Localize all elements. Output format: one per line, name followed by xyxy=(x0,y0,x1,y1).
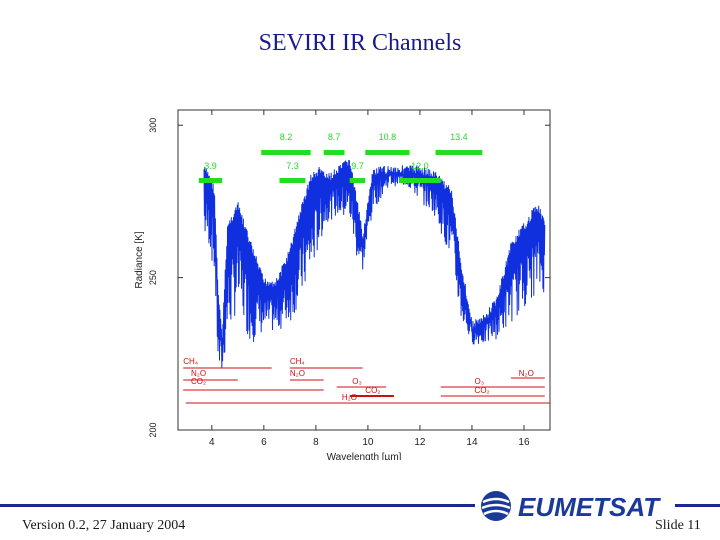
x-tick-label-6: 6 xyxy=(261,437,267,448)
channel-label-8.7: 8.7 xyxy=(328,132,341,142)
channel-bar-7.3 xyxy=(279,178,306,183)
y-tick-label-250: 250 xyxy=(148,270,158,285)
channel-label-3.9: 3.9 xyxy=(204,161,217,171)
spectrum-line xyxy=(203,159,546,369)
absorber-label-0: CH₄ xyxy=(183,357,198,366)
channel-label-12.0: 12.0 xyxy=(411,161,429,171)
eumetsat-logo-text: EUMETSAT xyxy=(518,492,660,522)
x-tick-label-4: 4 xyxy=(209,437,215,448)
absorber-label-4: N₂O xyxy=(290,369,305,378)
eumetsat-globe-icon xyxy=(481,491,511,521)
channel-bar-8.2 xyxy=(261,150,311,155)
plot-frame xyxy=(177,109,551,431)
y-axis-label: Radiance [K] xyxy=(134,231,145,288)
absorber-label-2: CO₂ xyxy=(191,377,206,386)
y-tick-label-200: 200 xyxy=(148,422,158,437)
x-tick-label-16: 16 xyxy=(518,437,530,448)
absorber-label-7: H₂O xyxy=(342,393,357,402)
absorber-label-1: N₂O xyxy=(191,369,206,378)
absorber-label-5: O₃ xyxy=(352,377,361,386)
eumetsat-logo: EUMETSAT xyxy=(478,488,678,524)
channel-label-8.2: 8.2 xyxy=(280,132,293,142)
channel-label-13.4: 13.4 xyxy=(450,132,468,142)
channel-bar-13.4 xyxy=(435,150,483,155)
x-tick-label-12: 12 xyxy=(414,437,426,448)
x-axis-label: Wavelength [µm] xyxy=(327,452,402,460)
y-tick-label-300: 300 xyxy=(148,118,158,133)
version-label: Version 0.2, 27 January 2004 xyxy=(22,518,186,533)
channel-label-10.8: 10.8 xyxy=(379,132,397,142)
channel-bar-3.9 xyxy=(198,178,223,183)
x-tick-label-14: 14 xyxy=(466,437,478,448)
absorber-label-9: CO₂ xyxy=(475,386,490,395)
footer-rule-right xyxy=(675,504,720,507)
spectrum-chart: 4 6 8 10 12 14 16 300 250 200 Wavelength [µm] Radia… xyxy=(134,109,551,460)
absorber-label-10: N₂O xyxy=(519,369,534,378)
x-tick-label-10: 10 xyxy=(362,437,374,448)
absorber-label-8: O₃ xyxy=(475,377,484,386)
channel-bar-10.8 xyxy=(365,150,410,155)
channel-label-9.7: 9.7 xyxy=(351,161,364,171)
slide-number: Slide 11 xyxy=(655,518,701,533)
absorber-label-6: CO₂ xyxy=(365,386,380,395)
channel-label-7.3: 7.3 xyxy=(286,161,299,171)
slide-title: SEVIRI IR Channels xyxy=(258,30,462,56)
channel-bar-8.7 xyxy=(323,150,345,155)
absorber-label-3: CH₄ xyxy=(290,357,305,366)
x-tick-label-8: 8 xyxy=(313,437,319,448)
footer-rule-left xyxy=(0,504,475,507)
channel-bar-12.0 xyxy=(399,178,441,183)
channel-bar-9.7 xyxy=(349,178,366,183)
